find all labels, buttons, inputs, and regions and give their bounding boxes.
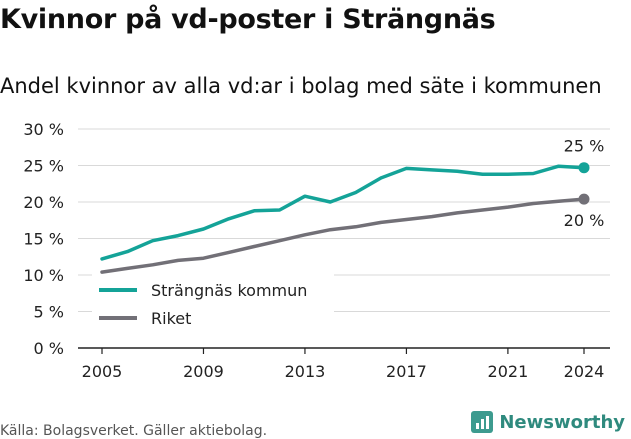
brand-logo: Newsworthy [471,411,625,433]
y-axis-ticks: 0 % 5 % 10 % 15 % 20 % 25 % 30 % [23,120,64,358]
legend: Strängnäs kommun Riket [92,274,334,334]
source-note: Källa: Bolagsverket. Gäller aktiebolag. [0,423,268,439]
newsworthy-logo-icon [471,411,494,433]
x-tick-label: 2021 [488,362,529,381]
series-end-point [578,162,590,174]
y-tick-label: 15 % [23,230,64,249]
x-tick-label: 2017 [386,362,427,381]
chart-subtitle: Andel kvinnor av alla vd:ar i bolag med … [0,74,602,98]
chart-title: Kvinnor på vd-poster i Strängnäs [0,4,496,35]
y-tick-label: 0 % [34,339,64,358]
y-tick-label: 10 % [23,266,64,285]
series-end-point [578,193,590,205]
x-tick-label: 2009 [183,362,224,381]
series-line-strangnas [100,164,586,261]
y-tick-label: 25 % [23,157,64,176]
x-tick-label: 2005 [82,362,123,381]
legend-label: Riket [151,309,191,328]
y-tick-label: 30 % [23,120,64,139]
series-end-label: 20 % [564,211,605,230]
line-chart: 0 %5 %10 %15 %20 %25 %30 % 2005 2009 2013 2… [23,120,610,381]
x-axis-ticks: 2005 2009 2013 2017 2021 2024 [82,348,605,381]
legend-background [92,274,334,334]
x-tick-label: 2013 [285,362,326,381]
legend-label: Strängnäs kommun [151,281,307,300]
series-lines: 25 % 20 % [100,137,605,274]
brand-name: Newsworthy [499,411,625,433]
x-tick-label: 2024 [564,362,605,381]
y-tick-label: 5 % [34,303,64,322]
y-tick-label: 20 % [23,193,64,212]
series-line-riket [100,197,586,274]
series-end-label: 25 % [564,137,605,156]
